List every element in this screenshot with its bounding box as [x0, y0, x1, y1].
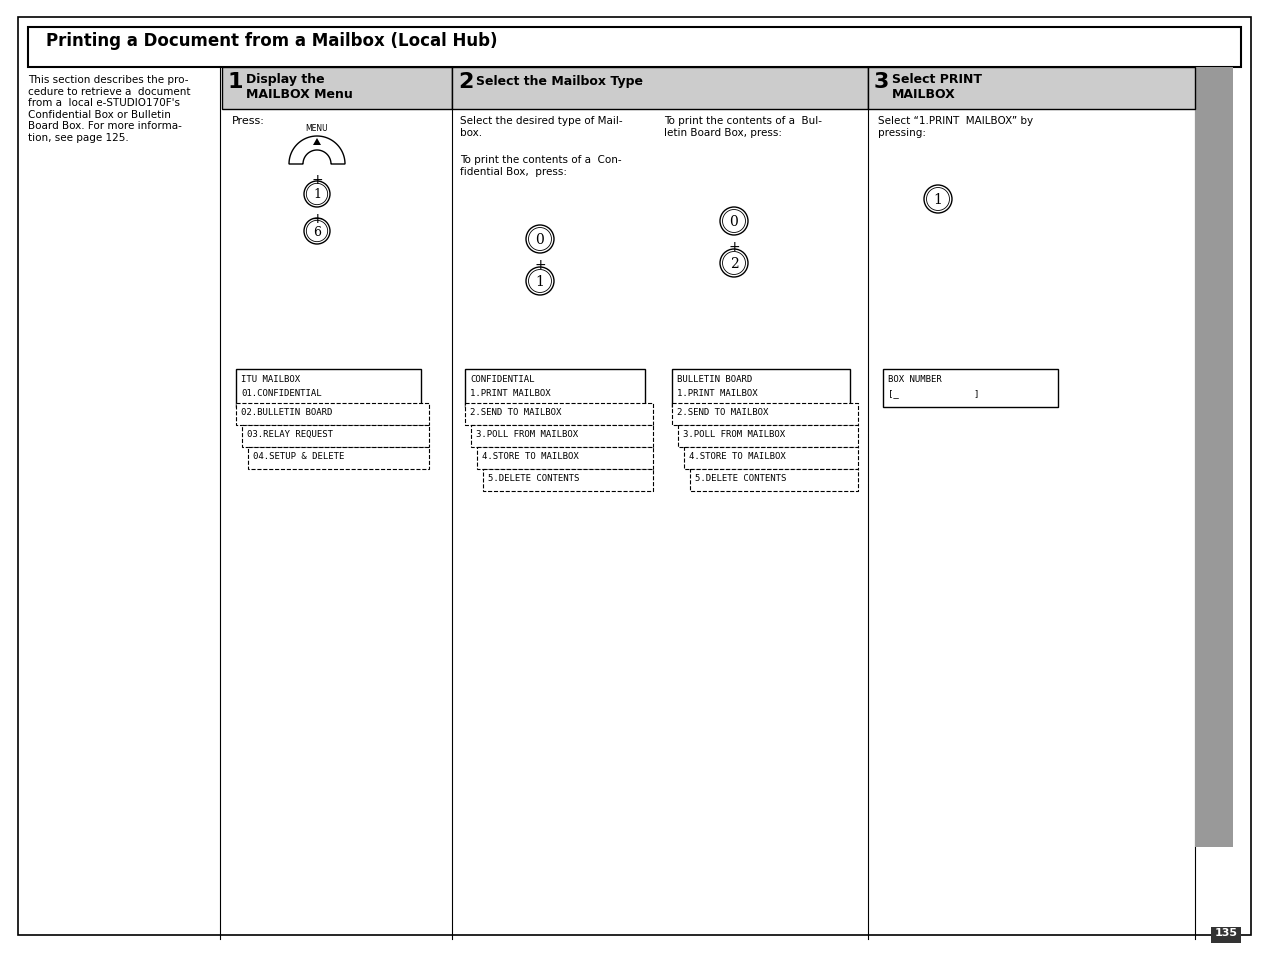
Polygon shape — [313, 139, 321, 146]
Text: 5.DELETE CONTENTS: 5.DELETE CONTENTS — [489, 474, 580, 482]
Text: This section describes the pro-
cedure to retrieve a  document
from a  local e-S: This section describes the pro- cedure t… — [28, 75, 190, 143]
Bar — [222, 68, 452, 110]
Text: [_              ]: [_ ] — [888, 389, 980, 397]
Text: +: + — [534, 257, 546, 272]
Text: 135: 135 — [1214, 927, 1237, 937]
Text: 1: 1 — [228, 71, 244, 91]
Text: 1.PRINT MAILBOX: 1.PRINT MAILBOX — [470, 389, 551, 397]
Text: 4.STORE TO MAILBOX: 4.STORE TO MAILBOX — [482, 452, 579, 460]
Bar — [247, 448, 429, 470]
Text: Printing a Document from a Mailbox (Local Hub): Printing a Document from a Mailbox (Loca… — [46, 32, 497, 50]
Text: ITU MAILBOX: ITU MAILBOX — [241, 375, 301, 384]
Bar — [236, 370, 421, 408]
Text: 2: 2 — [730, 256, 739, 271]
Text: 1: 1 — [934, 193, 943, 207]
Bar — [242, 426, 429, 448]
Text: 5.DELETE CONTENTS: 5.DELETE CONTENTS — [695, 474, 787, 482]
Text: To print the contents of a  Bul-
letin Board Box, press:: To print the contents of a Bul- letin Bo… — [664, 116, 822, 137]
Text: Select PRINT: Select PRINT — [892, 73, 982, 86]
Text: Display the: Display the — [246, 73, 325, 86]
Bar — [236, 403, 429, 426]
Text: 04.SETUP & DELETE: 04.SETUP & DELETE — [253, 452, 344, 460]
Text: 01.CONFIDENTIAL: 01.CONFIDENTIAL — [241, 389, 321, 397]
Text: 2.SEND TO MAILBOX: 2.SEND TO MAILBOX — [676, 408, 768, 416]
Text: 3.POLL FROM MAILBOX: 3.POLL FROM MAILBOX — [683, 430, 786, 438]
Text: 4.STORE TO MAILBOX: 4.STORE TO MAILBOX — [689, 452, 786, 460]
Bar — [471, 426, 654, 448]
Bar — [883, 370, 1058, 408]
Bar — [673, 403, 858, 426]
Text: 03.RELAY REQUEST: 03.RELAY REQUEST — [247, 430, 332, 438]
Bar — [483, 470, 654, 492]
Text: 0: 0 — [730, 214, 739, 229]
Bar — [678, 426, 858, 448]
Text: +: + — [311, 172, 322, 187]
Text: 1: 1 — [536, 274, 544, 289]
Text: MENU: MENU — [306, 124, 329, 132]
Text: MAILBOX Menu: MAILBOX Menu — [246, 88, 353, 101]
Text: +: + — [728, 240, 740, 253]
Bar — [1195, 68, 1233, 847]
Bar — [684, 448, 858, 470]
Bar — [673, 370, 850, 408]
Text: CONFIDENTIAL: CONFIDENTIAL — [470, 375, 534, 384]
Text: 02.BULLETIN BOARD: 02.BULLETIN BOARD — [241, 408, 332, 416]
Text: 1.PRINT MAILBOX: 1.PRINT MAILBOX — [676, 389, 758, 397]
Bar — [868, 68, 1195, 110]
Text: 2: 2 — [458, 71, 473, 91]
Text: BOX NUMBER: BOX NUMBER — [888, 375, 942, 384]
Text: 3.POLL FROM MAILBOX: 3.POLL FROM MAILBOX — [476, 430, 579, 438]
Bar — [464, 403, 654, 426]
Text: 0: 0 — [536, 233, 544, 247]
Text: 6: 6 — [313, 225, 321, 238]
Text: Select the desired type of Mail-
box.: Select the desired type of Mail- box. — [459, 116, 623, 137]
Text: Select the Mailbox Type: Select the Mailbox Type — [476, 74, 643, 88]
Bar — [690, 470, 858, 492]
Text: To print the contents of a  Con-
fidential Box,  press:: To print the contents of a Con- fidentia… — [459, 154, 622, 176]
Bar — [452, 68, 868, 110]
Bar — [477, 448, 654, 470]
Text: Select “1.PRINT  MAILBOX” by
pressing:: Select “1.PRINT MAILBOX” by pressing: — [878, 116, 1033, 137]
Bar — [28, 28, 1241, 68]
Text: +: + — [311, 212, 322, 226]
Text: 3: 3 — [874, 71, 890, 91]
Text: MAILBOX: MAILBOX — [892, 88, 956, 101]
Bar — [1211, 927, 1241, 943]
Text: 1: 1 — [313, 189, 321, 201]
Text: 2.SEND TO MAILBOX: 2.SEND TO MAILBOX — [470, 408, 561, 416]
Bar — [464, 370, 645, 408]
Text: Press:: Press: — [232, 116, 265, 126]
Text: BULLETIN BOARD: BULLETIN BOARD — [676, 375, 753, 384]
